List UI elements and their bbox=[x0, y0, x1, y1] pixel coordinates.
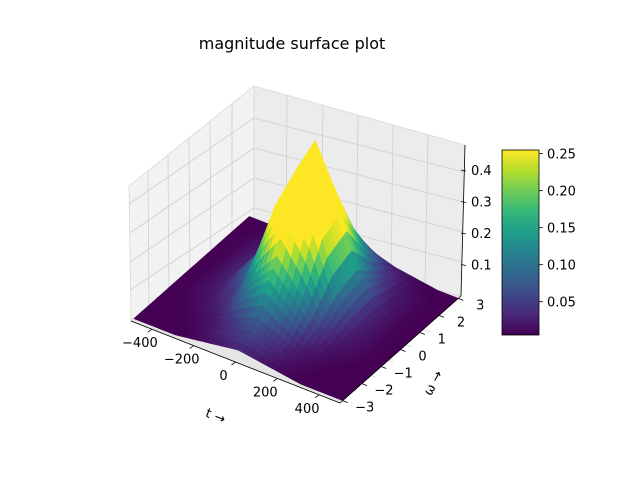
z-tick-label: 0.2 bbox=[471, 227, 492, 242]
omega-tick-mark bbox=[419, 332, 425, 335]
grid-line bbox=[188, 137, 191, 285]
t-axis-label: t → bbox=[203, 406, 227, 427]
grid-line bbox=[129, 147, 255, 234]
colorbar-ticks: 0.05 0.10 0.15 0.20 0.25 bbox=[539, 148, 576, 311]
colorbar-tick-label: 0.25 bbox=[547, 148, 576, 163]
colorbar-tick-label: 0.15 bbox=[547, 222, 576, 237]
grid-line bbox=[129, 207, 255, 291]
t-tick-mark bbox=[314, 394, 320, 399]
omega-tick-mark bbox=[342, 400, 348, 403]
t-axis-ticks: −400 −200 0 200 400 bbox=[122, 328, 320, 417]
grid-line bbox=[209, 120, 212, 272]
z-tick-label: 0.4 bbox=[471, 164, 492, 179]
colorbar-gradient bbox=[501, 149, 540, 336]
t-tick-label: 400 bbox=[295, 402, 320, 417]
t-tick-mark bbox=[147, 328, 153, 333]
z-tick-label: 0.3 bbox=[471, 196, 492, 211]
omega-tick-label: −2 bbox=[374, 384, 393, 399]
omega-tick-label: 3 bbox=[476, 298, 484, 313]
omega-tick-mark bbox=[438, 315, 445, 318]
t-tick-label: 0 bbox=[219, 369, 227, 384]
omega-tick-mark bbox=[381, 366, 387, 369]
z-tick-mark bbox=[460, 201, 467, 203]
omega-axis-label: ω → bbox=[421, 368, 446, 398]
omega-tick-label: 0 bbox=[418, 350, 426, 365]
omega-tick-label: 2 bbox=[457, 315, 465, 330]
z-axis-line bbox=[460, 144, 466, 297]
t-tick-label: −400 bbox=[122, 336, 158, 351]
grid-line bbox=[424, 134, 429, 288]
grid-line bbox=[253, 117, 465, 173]
omega-tick-mark bbox=[400, 349, 406, 352]
grid-line bbox=[167, 154, 170, 298]
z-tick-mark bbox=[460, 264, 467, 266]
t-tick-mark bbox=[231, 361, 236, 366]
omega-tick-mark bbox=[361, 383, 368, 386]
colorbar: 0.05 0.10 0.15 0.20 0.25 bbox=[501, 148, 576, 336]
omega-tick-label: −1 bbox=[394, 367, 413, 382]
omega-tick-label: −3 bbox=[355, 401, 374, 416]
colorbar-tick-label: 0.20 bbox=[547, 185, 576, 200]
t-tick-label: −200 bbox=[164, 353, 200, 368]
omega-tick-mark bbox=[458, 298, 464, 301]
z-axis-ticks: 0.1 0.2 0.3 0.4 bbox=[460, 164, 492, 274]
magnitude-surface bbox=[133, 139, 459, 401]
z-tick-mark bbox=[460, 232, 467, 235]
t-tick-label: 200 bbox=[253, 385, 278, 400]
t-tick-mark bbox=[273, 378, 278, 382]
t-tick-mark bbox=[189, 345, 194, 349]
grid-line bbox=[128, 117, 255, 205]
colorbar-tick-label: 0.05 bbox=[547, 296, 576, 311]
colorbar-tick-label: 0.10 bbox=[547, 259, 576, 274]
omega-tick-label: 1 bbox=[438, 332, 446, 347]
z-tick-mark bbox=[460, 169, 467, 172]
grid-line bbox=[147, 170, 150, 311]
grid-line bbox=[129, 177, 255, 263]
chart-title: magnitude surface plot bbox=[199, 34, 386, 53]
grid-line bbox=[390, 124, 394, 279]
grid-line bbox=[253, 147, 464, 203]
z-tick-label: 0.1 bbox=[471, 259, 492, 274]
